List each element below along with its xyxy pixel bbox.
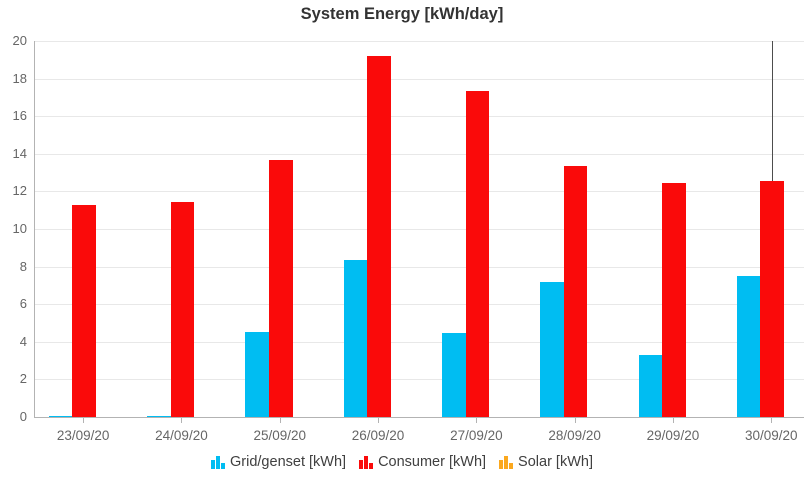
gridline	[35, 78, 804, 80]
gridline	[35, 153, 804, 155]
gridline	[35, 191, 804, 193]
bar-consumer-kwh-27/09/20[interactable]	[465, 90, 490, 417]
gridline	[35, 341, 804, 343]
y-axis-label: 20	[12, 33, 27, 48]
y-axis-label: 2	[19, 371, 27, 387]
bar-consumer-kwh-30/09/20[interactable]	[760, 181, 785, 417]
bar-consumer-kwh-29/09/20[interactable]	[662, 182, 686, 417]
bar-chart-icon	[211, 455, 226, 469]
gridline	[35, 304, 804, 306]
bar-consumer-kwh-23/09/20[interactable]	[72, 204, 96, 417]
plot-area	[34, 41, 804, 418]
bar-grid-genset-kwh-23/09/20[interactable]	[48, 416, 73, 417]
axis-tick	[83, 418, 85, 423]
axis-tick	[672, 418, 674, 423]
x-axis-label: 23/09/20	[56, 428, 110, 443]
axis-tick	[279, 418, 281, 423]
y-axis-label: 18	[12, 70, 27, 86]
y-axis-label: 16	[12, 108, 27, 124]
y-axis-label: 14	[12, 145, 27, 161]
gridline	[35, 229, 804, 230]
chart-title: System Energy [kWh/day]	[300, 5, 504, 23]
x-axis-label: 30/09/20	[744, 428, 798, 443]
axis-tick	[771, 418, 773, 423]
bar-grid-genset-kwh-27/09/20[interactable]	[441, 333, 466, 417]
bar-grid-genset-kwh-29/09/20[interactable]	[638, 354, 663, 417]
x-axis-label: 26/09/20	[351, 428, 405, 443]
bar-consumer-kwh-25/09/20[interactable]	[268, 160, 293, 417]
legend-label: Consumer [kWh]	[378, 454, 487, 470]
axis-tick	[181, 418, 183, 423]
y-axis-label: 8	[19, 258, 27, 274]
y-axis-label: 4	[19, 333, 27, 349]
legend-item-grid-genset[interactable]: Grid/genset [kWh]	[211, 454, 346, 470]
x-axis-label: 25/09/20	[253, 428, 307, 443]
bar-grid-genset-kwh-25/09/20[interactable]	[245, 332, 269, 417]
bar-grid-genset-kwh-28/09/20[interactable]	[540, 281, 564, 417]
bar-consumer-kwh-26/09/20[interactable]	[367, 56, 391, 417]
legend-label: Solar [kWh]	[518, 454, 593, 470]
y-axis-label: 6	[19, 296, 27, 312]
y-axis-label: 12	[12, 183, 27, 199]
gridline	[35, 116, 804, 118]
legend-item-consumer[interactable]: Consumer [kWh]	[359, 454, 486, 470]
bar-chart-icon	[359, 455, 374, 469]
y-axis-label: 10	[12, 221, 27, 236]
axis-tick	[378, 418, 380, 423]
axis-tick	[476, 418, 478, 423]
gridline	[35, 379, 804, 381]
x-axis-label: 29/09/20	[646, 428, 700, 443]
bar-consumer-kwh-28/09/20[interactable]	[563, 166, 588, 417]
y-axis-label: 0	[19, 409, 27, 424]
x-axis-label: 27/09/20	[450, 428, 503, 443]
gridline	[35, 41, 804, 42]
legend: Grid/genset [kWh] Consumer [kWh] Solar […	[0, 454, 804, 470]
gridline	[35, 266, 804, 268]
bar-grid-genset-kwh-24/09/20[interactable]	[147, 416, 171, 417]
bar-grid-genset-kwh-26/09/20[interactable]	[343, 260, 368, 417]
bar-grid-genset-kwh-30/09/20[interactable]	[736, 276, 761, 417]
x-axis-label: 24/09/20	[155, 428, 208, 443]
bar-chart-icon	[499, 455, 514, 469]
x-axis-label: 28/09/20	[548, 428, 601, 443]
axis-tick	[574, 418, 576, 423]
bar-consumer-kwh-24/09/20[interactable]	[170, 201, 195, 417]
legend-item-solar[interactable]: Solar [kWh]	[499, 454, 593, 470]
legend-label: Grid/genset [kWh]	[230, 454, 347, 470]
